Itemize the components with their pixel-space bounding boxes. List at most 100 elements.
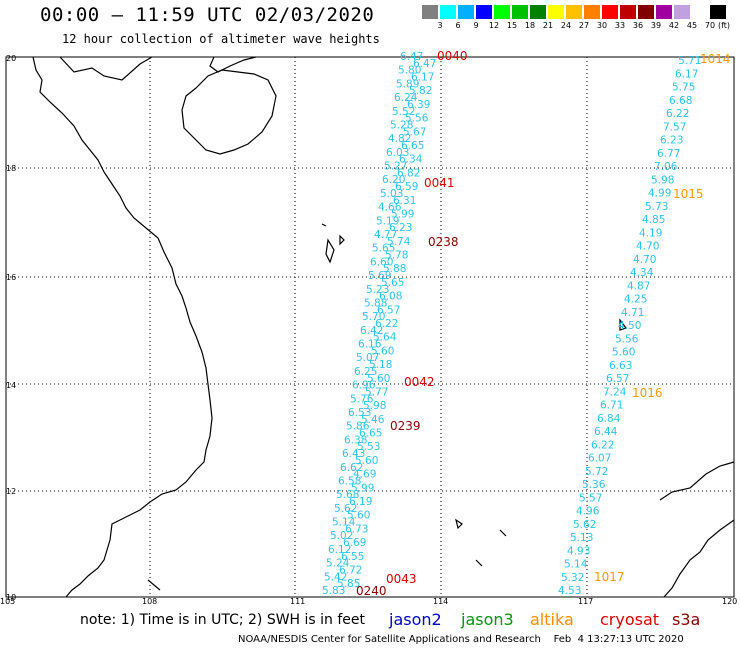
legend-s3a: s3a <box>672 610 701 629</box>
wave-height-value: 5.73 <box>645 201 668 213</box>
color-swatch <box>458 5 475 19</box>
wave-height-value: 5.77 <box>365 387 388 399</box>
color-swatch <box>476 5 493 19</box>
wave-height-value: 6.12 <box>328 544 351 556</box>
vietnam-coastline <box>32 56 213 598</box>
color-scale-tick: 24 <box>560 21 572 30</box>
wave-height-value: 4.70 <box>633 254 656 266</box>
wave-height-value: 5.14 <box>332 517 356 529</box>
color-swatch <box>638 5 655 19</box>
pass-time-0040: 0040 <box>437 49 468 63</box>
legend-jason3: jason3 <box>461 610 514 629</box>
lat-label-16: 16 <box>6 273 16 282</box>
wave-height-value: 4.77 <box>374 229 397 241</box>
wave-height-value: 6.23 <box>660 135 683 147</box>
wave-height-value: 6.77 <box>657 148 680 160</box>
wave-height-value: 5.23 <box>366 284 389 296</box>
wave-height-value: 5.78 <box>385 250 408 262</box>
east-coast-land <box>659 461 735 598</box>
pass-time-0238: 0238 <box>428 235 459 249</box>
wave-height-value: 6.58 <box>338 476 361 488</box>
wave-height-value: 4.19 <box>639 227 662 239</box>
wave-height-value: 4.85 <box>642 214 665 226</box>
wave-height-value: 5.28 <box>390 120 413 132</box>
wave-height-value: 5.27 <box>384 161 407 173</box>
pass-time-1016: 1016 <box>632 386 663 400</box>
wave-height-value: 6.22 <box>375 318 398 330</box>
color-swatch <box>656 5 673 19</box>
pass-time-0042: 0042 <box>404 375 435 389</box>
wave-height-value: 5.18 <box>369 359 392 371</box>
note-text: note: 1) Time is in UTC; 2) SWH is in fe… <box>80 612 366 628</box>
wave-height-value: 6.57 <box>606 373 629 385</box>
wave-height-value: 5.82 <box>409 85 432 97</box>
wave-height-value: 6.69 <box>343 537 366 549</box>
island-6 <box>475 559 483 567</box>
island-1 <box>325 238 335 264</box>
wave-height-value: 6.84 <box>597 413 621 425</box>
color-scale-tick: 18 <box>524 21 536 30</box>
wave-height-value: 5.19 <box>376 215 399 227</box>
wave-height-value: 6.16 <box>358 339 382 351</box>
wave-height-value: 5.62 <box>573 519 596 531</box>
wave-height-value: 6.22 <box>666 108 689 120</box>
wave-height-value: 5.57 <box>579 492 602 504</box>
wave-height-value: 6.82 <box>397 167 420 179</box>
west-satellite-track: 6.476.475.806.175.895.826.246.395.525.56… <box>322 51 436 597</box>
wave-height-value: 4.71 <box>621 307 644 319</box>
wave-height-value: 6.68 <box>669 95 692 107</box>
wave-height-value: 6.03 <box>386 147 409 159</box>
map-title: 00:00 – 11:59 UTC 02/03/2020 <box>40 4 375 26</box>
color-scale-tick: 6 <box>455 21 461 30</box>
wave-height-value: 6.34 <box>399 154 423 166</box>
color-scale-tick: 45 <box>686 21 698 30</box>
wave-height-value: 5.68 <box>336 489 359 501</box>
wave-height-value: 5.62 <box>334 503 357 515</box>
wave-height-value: 5.32 <box>561 572 584 584</box>
lon-label-114: 114 <box>433 597 448 606</box>
pass-time-1017: 1017 <box>594 570 625 584</box>
island-5 <box>499 529 507 537</box>
wave-height-value: 6.47 <box>413 58 436 70</box>
wave-height-value: 4.66 <box>378 202 402 214</box>
wave-height-value: 4.82 <box>388 133 411 145</box>
color-scale-tick: 3 <box>437 21 443 30</box>
color-scale-tick: 21 <box>542 21 554 30</box>
lat-label-14: 14 <box>6 381 16 390</box>
wave-height-value: 4.96 <box>576 506 600 518</box>
wave-height-value: 5.85 <box>337 578 360 590</box>
color-scale-unit: (ft) <box>717 21 731 30</box>
wave-height-value: 6.73 <box>345 523 368 535</box>
map-frame <box>5 56 735 598</box>
wave-height-value: 5.67 <box>403 126 426 138</box>
wave-height-value: 5.83 <box>322 585 345 597</box>
color-swatch <box>710 5 727 19</box>
wave-height-value: 6.43 <box>342 448 365 460</box>
lat-label-12: 12 <box>6 487 16 496</box>
wave-height-value: 6.20 <box>382 174 405 186</box>
wave-height-value: 6.71 <box>600 400 623 412</box>
color-swatch <box>494 5 511 19</box>
wave-height-value: 5.07 <box>356 352 379 364</box>
wave-height-value: 6.19 <box>349 496 372 508</box>
wave-height-value: 4.99 <box>648 188 671 200</box>
wave-height-value: 4.93 <box>567 545 590 557</box>
pass-time-0240: 0240 <box>356 584 387 598</box>
axis-labels: 105 108 111 114 117 120 20 18 16 14 12 1… <box>0 54 737 606</box>
wave-height-value: 4.34 <box>630 267 654 279</box>
wave-height-value: 5.88 <box>364 298 387 310</box>
pass-time-0041: 0041 <box>424 176 455 190</box>
wave-height-value: 5.60 <box>371 345 394 357</box>
lon-label-105: 105 <box>0 597 15 606</box>
color-swatch <box>692 5 709 19</box>
lon-label-111: 111 <box>290 597 305 606</box>
wave-height-value: 6.23 <box>389 222 412 234</box>
pass-time-1014: 1014 <box>700 52 731 66</box>
wave-height-value: 5.70 <box>362 311 385 323</box>
wave-height-value: 5.88 <box>383 263 406 275</box>
map-subtitle: 12 hour collection of altimeter wave hei… <box>62 32 380 46</box>
pass-time-0043: 0043 <box>386 572 417 586</box>
wave-height-value: 5.74 <box>387 236 411 248</box>
wave-height-value: 6.22 <box>591 439 614 451</box>
color-scale-tick: 12 <box>488 21 500 30</box>
